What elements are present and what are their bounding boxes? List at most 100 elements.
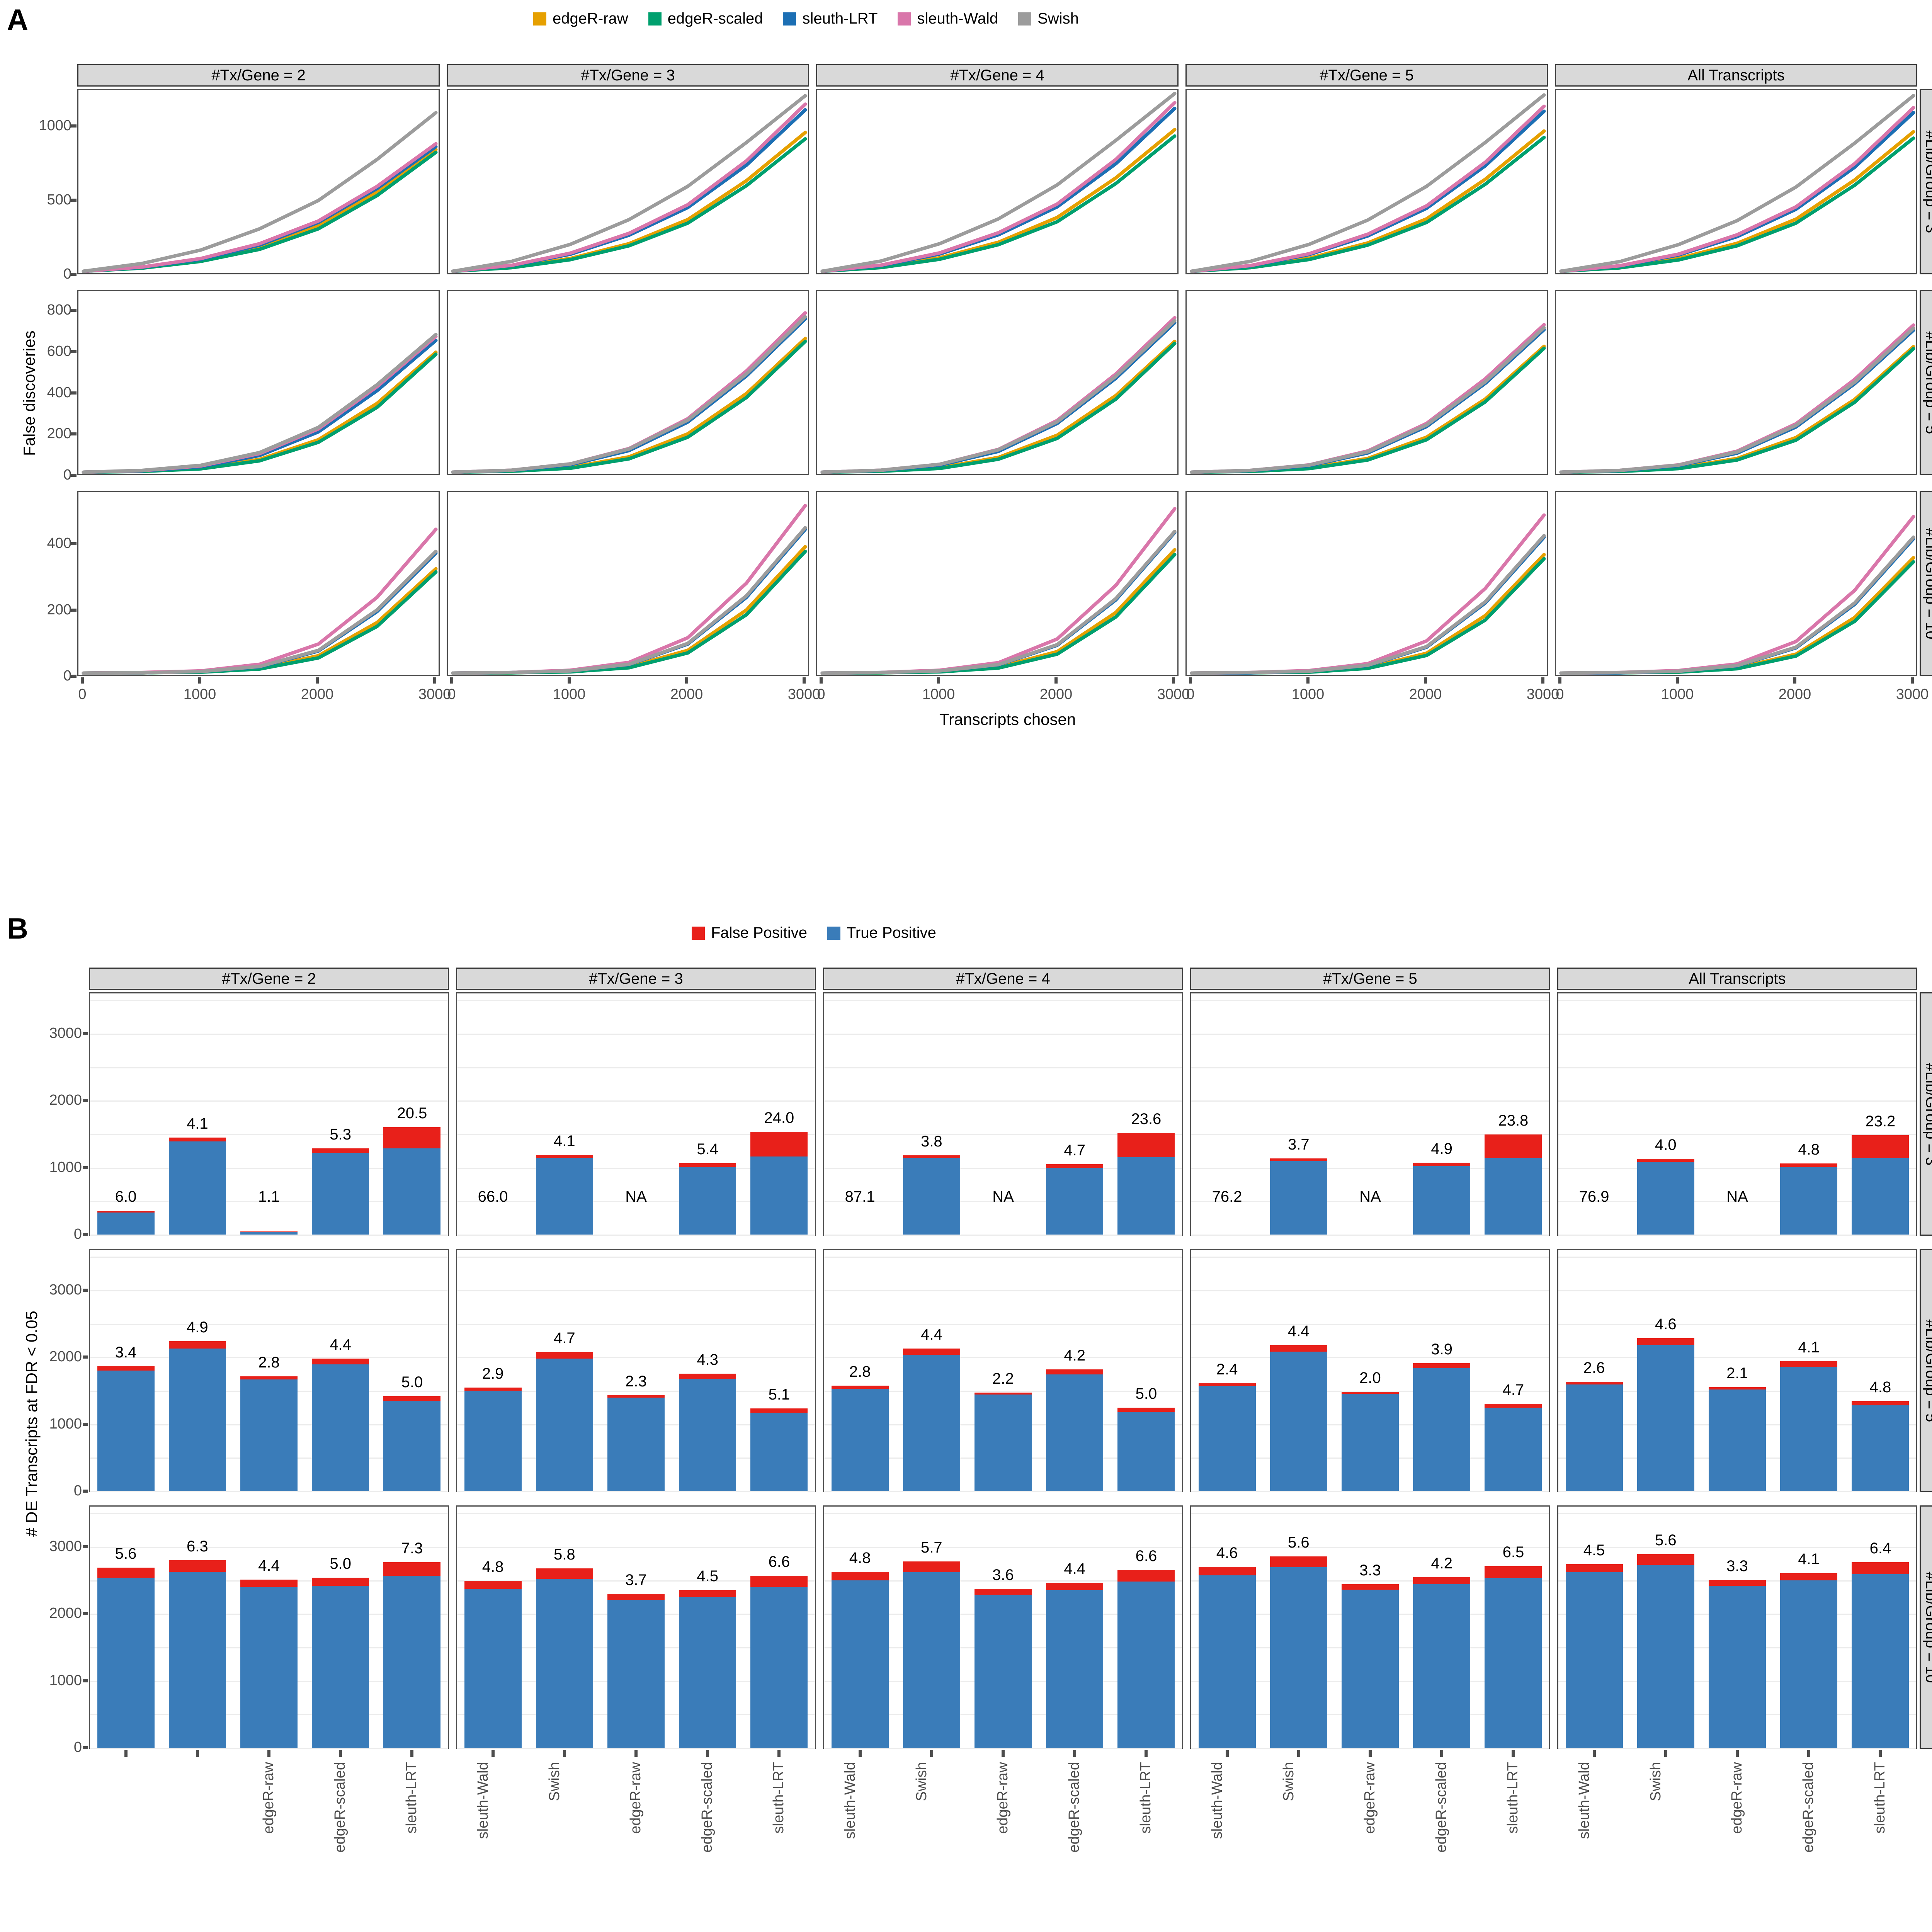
xtick-label-a-c2-3000: 3000: [1157, 686, 1190, 702]
chart-panel-b: #Tx/Gene = 2 #Tx/Gene = 3 #Tx/Gene = 4 #Tx/…: [0, 962, 1932, 1932]
bar-value-label-sleuth-lrt: 2.8: [258, 1354, 280, 1371]
bar-value-label-edger-raw: 2.6: [1583, 1359, 1605, 1377]
bar-false-positive-swish: [750, 1408, 808, 1413]
xtick-mark-a-c3-2000: [1424, 677, 1427, 684]
gridline-b-3500: [457, 1257, 815, 1258]
bar-value-label-edger-raw: 66.0: [478, 1188, 508, 1205]
ytick-label-a-r1-600: 600: [47, 343, 71, 359]
ytick-label-a-r0-1000: 1000: [39, 117, 71, 134]
bar-true-positive-sleuth-wald: [1780, 1167, 1838, 1235]
bar-true-positive-sleuth-wald: [1780, 1580, 1838, 1748]
xtick-mark-b-c3-3: [1440, 1750, 1444, 1757]
bar-true-positive-edger-scaled: [1637, 1162, 1694, 1235]
facet-cell-b-r1-c1: 2.9 4.7 2.3 4.3 5.1: [456, 1249, 816, 1492]
bar-false-positive-edger-raw: [97, 1567, 155, 1578]
bar-false-positive-edger-scaled: [168, 1138, 226, 1142]
series-line-edger-scaled: [820, 134, 1177, 273]
xtick-label-b-c0-swish: Swish: [546, 1762, 563, 1801]
legend-key-edger-raw: [533, 12, 546, 26]
bar-value-label-swish: 6.6: [1135, 1547, 1157, 1565]
bar-value-label-edger-raw: 5.6: [115, 1545, 137, 1562]
facet-cell-b-r1-c4: 2.6 4.6 2.1 4.1 4.8: [1557, 1249, 1917, 1492]
gridline-b-2000: [824, 1100, 1182, 1102]
facet-cell-b-r0-c3: 76.2 3.7 NA 4.9 23.8: [1190, 992, 1550, 1236]
series-line-edger-scaled: [82, 150, 438, 273]
ytick-label-a-r0-500: 500: [47, 192, 71, 208]
gridline-b-3500: [90, 1257, 448, 1258]
gridline-b-2500: [90, 1067, 448, 1068]
bar-true-positive-sleuth-lrt: [240, 1379, 298, 1491]
bar-value-label-sleuth-wald: 4.2: [1064, 1347, 1085, 1364]
ytick-label-b-r0-2000: 2000: [49, 1092, 82, 1109]
bar-value-label-edger-raw: 87.1: [845, 1188, 875, 1205]
xtick-mark-b-c2-2: [1002, 1750, 1005, 1757]
bar-value-label-edger-scaled: 4.0: [1655, 1136, 1677, 1154]
facet-cell-b-r0-c1: 66.0 4.1 NA 5.4 24.0: [456, 992, 816, 1236]
facet-strip-col-b-3: #Tx/Gene = 5: [1190, 968, 1550, 990]
gridline-b-3500: [1558, 1000, 1916, 1002]
gridline-b-2500: [824, 1067, 1182, 1068]
bar-true-positive-sleuth-lrt: [974, 1594, 1032, 1748]
series-line-edger-raw: [1559, 130, 1915, 273]
xtick-mark-b-c4-0: [1592, 1750, 1596, 1757]
xtick-mark-a-c1-2000: [685, 677, 688, 684]
facet-cell-b-r0-c4: 76.9 4.0 NA 4.8 23.2: [1557, 992, 1917, 1236]
xtick-label-b-c1-sleuth-lrt: sleuth-LRT: [770, 1762, 787, 1834]
gridline-b-3500: [90, 1513, 448, 1515]
bar-value-label-sleuth-wald: 4.2: [1431, 1554, 1452, 1572]
gridline-b-3000: [1191, 1547, 1549, 1548]
series-line-swish: [1190, 534, 1546, 675]
facet-cell-b-r2-c2: 4.8 5.7 3.6 4.4 6.6: [823, 1505, 1183, 1749]
facet-strip-row-b-1: #Lib/Group = 5: [1920, 1249, 1932, 1492]
xtick-mark-b-c4-3: [1807, 1750, 1811, 1757]
bar-true-positive-edger-scaled: [1637, 1345, 1694, 1491]
gridline-b-2500: [1558, 1323, 1916, 1325]
chart-panel-a: #Tx/Gene = 2 #Tx/Gene = 3 #Tx/Gene = 4 #Tx/…: [0, 46, 1932, 908]
facet-strip-row-b-2: #Lib/Group = 10: [1920, 1505, 1932, 1749]
legend-label-0: edgeR-raw: [553, 10, 628, 27]
line-plot-a-r1-c0: [82, 333, 438, 474]
gridline-b-3500: [1191, 1257, 1549, 1258]
bar-false-positive-edger-raw: [831, 1386, 889, 1389]
facet-cell-b-r2-c4: 4.5 5.6 3.3 4.1 6.4: [1557, 1505, 1917, 1749]
facet-cell-a-r2-c4: [1555, 491, 1917, 676]
ytick-mark-b-r2-3000: [83, 1545, 88, 1548]
bar-true-positive-swish: [1852, 1405, 1909, 1491]
bar-false-positive-sleuth-wald: [679, 1163, 736, 1167]
xtick-mark-b-c3-1: [1297, 1750, 1300, 1757]
bar-true-positive-swish: [383, 1148, 441, 1235]
series-line-swish: [1559, 327, 1915, 474]
gridline-b-3000: [1191, 1290, 1549, 1291]
bar-value-label-edger-raw: 76.2: [1212, 1188, 1242, 1205]
line-plot-a-r2-c1: [451, 504, 807, 675]
xtick-label-a-c4-2000: 2000: [1778, 686, 1811, 702]
gridline-b-2500: [824, 1323, 1182, 1325]
bar-value-label-swish: 4.7: [1502, 1381, 1524, 1398]
legend-a-item-3: sleuth-Wald: [898, 10, 998, 27]
facet-cell-b-r1-c3: 2.4 4.4 2.0 3.9 4.7: [1190, 1249, 1550, 1492]
legend-label-4: Swish: [1037, 10, 1079, 27]
facet-cell-a-r0-c0: [77, 89, 440, 274]
ytick-mark-a-r1-0: [71, 474, 77, 477]
bar-value-label-edger-scaled: 4.1: [553, 1133, 575, 1150]
ytick-label-a-r2-200: 200: [47, 601, 71, 618]
series-line-swish: [820, 92, 1177, 273]
facet-strip-row-2: #Lib/Group = 10: [1920, 491, 1932, 676]
bar-true-positive-sleuth-lrt: [240, 1231, 298, 1235]
bar-value-label-swish: 23.2: [1865, 1112, 1896, 1130]
legend-a-item-4: Swish: [1018, 10, 1079, 27]
series-line-swish: [451, 94, 807, 273]
gridline-b-2500: [457, 1067, 815, 1068]
facet-cell-b-r0-c0: 6.0 4.1 1.1 5.3 20.5: [89, 992, 449, 1236]
series-line-swish: [1190, 93, 1546, 273]
bar-value-label-edger-raw: 4.5: [1583, 1541, 1605, 1559]
bar-true-positive-edger-scaled: [1270, 1161, 1327, 1235]
line-plot-a-r2-c2: [820, 507, 1177, 675]
gridline-b-3500: [90, 1000, 448, 1002]
bar-true-positive-sleuth-lrt: [1708, 1585, 1766, 1748]
bar-value-label-sleuth-wald: 4.9: [1431, 1140, 1452, 1158]
bar-false-positive-edger-raw: [97, 1211, 155, 1213]
bar-false-positive-swish: [1117, 1133, 1175, 1157]
bar-true-positive-edger-raw: [1198, 1386, 1256, 1491]
gridline-b-1000: [1558, 1167, 1916, 1169]
